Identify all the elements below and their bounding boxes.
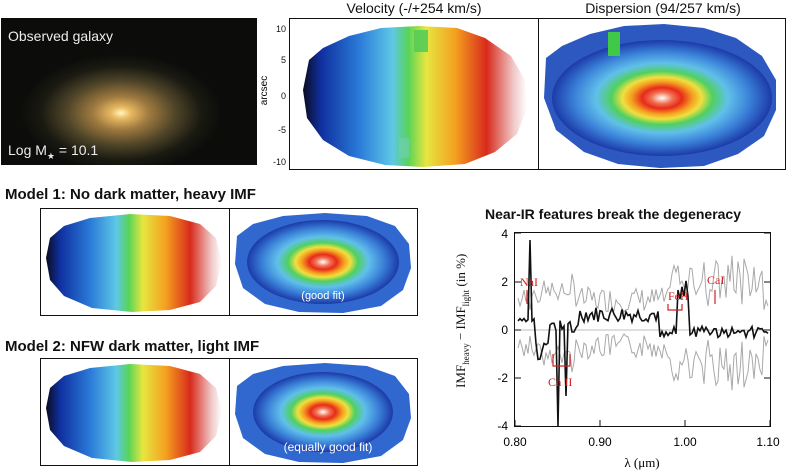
model2-title: Model 2: NFW dark matter, light IMF — [5, 338, 260, 355]
spectrum-x-tick: 0.90 — [588, 435, 612, 449]
y-tick: 10 — [275, 24, 286, 34]
y-tick: -5 — [277, 125, 286, 135]
galaxy-label: Observed galaxy — [8, 28, 114, 44]
model2-fit-annotation: (equally good fit) — [283, 440, 373, 454]
mass-value: = 10.1 — [55, 142, 99, 158]
y-tick: 0 — [280, 91, 286, 101]
feature-label-cai: CaI — [707, 273, 724, 287]
mass-text: Log M — [8, 142, 47, 158]
ylabel-end: (in %) — [453, 253, 469, 290]
mass-subscript: ★ — [46, 150, 55, 161]
model2-velocity-map — [40, 358, 230, 466]
spectrum-y-tick: -4 — [497, 419, 508, 433]
model2-dispersion-map — [229, 358, 418, 466]
spectrum-y-tick: -2 — [497, 371, 508, 385]
observed-velocity-map — [289, 18, 539, 170]
y-tick: -10 — [272, 157, 286, 167]
spectrum-ylabel: IMFheavy − IMFlight (in %) — [453, 221, 471, 421]
model1-velocity-map — [40, 208, 230, 316]
y-tick: 5 — [280, 55, 286, 65]
spectrum-plot: NaI Ca II FeH CaI 4 2 0 -2 -4 0.80 0.90 … — [497, 227, 780, 470]
spectrum-x-tick: 1.00 — [673, 435, 697, 449]
spectrum-x-tick: 1.10 — [756, 435, 780, 449]
stellar-mass-label: Log M★ = 10.1 — [8, 142, 98, 162]
ylabel-main: IMF — [453, 364, 469, 388]
model1-fit-annotation: (good fit) — [301, 290, 345, 302]
model1-dispersion-map — [229, 208, 418, 316]
spectrum-y-tick: 0 — [501, 323, 508, 337]
observed-dispersion-map — [538, 18, 786, 170]
signal-spectrum — [517, 239, 769, 427]
velocity-title: Velocity (-/+254 km/s) — [346, 0, 482, 16]
galaxy-image-panel: Observed galaxy Log M★ = 10.1 — [1, 18, 257, 165]
galaxy-glow — [21, 43, 221, 165]
ylabel-sub-heavy: heavy — [460, 343, 471, 365]
spectrum-y-tick: 4 — [501, 227, 508, 241]
spectrum-x-tick: 0.80 — [503, 435, 527, 449]
dispersion-title: Dispersion (94/257 km/s) — [585, 0, 741, 16]
ylabel-sub-light: light — [460, 289, 471, 307]
ylabel-mid: − IMF — [453, 306, 469, 344]
feature-label-caii: Ca II — [548, 375, 572, 389]
spectrum-y-tick: 2 — [501, 275, 508, 289]
feature-label-nai: NaI — [520, 275, 538, 289]
spectrum-title: Near-IR features break the degeneracy — [485, 206, 741, 222]
feature-label-feh: FeH — [668, 289, 689, 303]
spectrum-xlabel: λ (μm) — [624, 455, 659, 470]
arcsec-axis-label: arcsec — [259, 75, 271, 106]
noise-spectrum-upper — [517, 255, 769, 313]
model1-title: Model 1: No dark matter, heavy IMF — [5, 186, 256, 203]
